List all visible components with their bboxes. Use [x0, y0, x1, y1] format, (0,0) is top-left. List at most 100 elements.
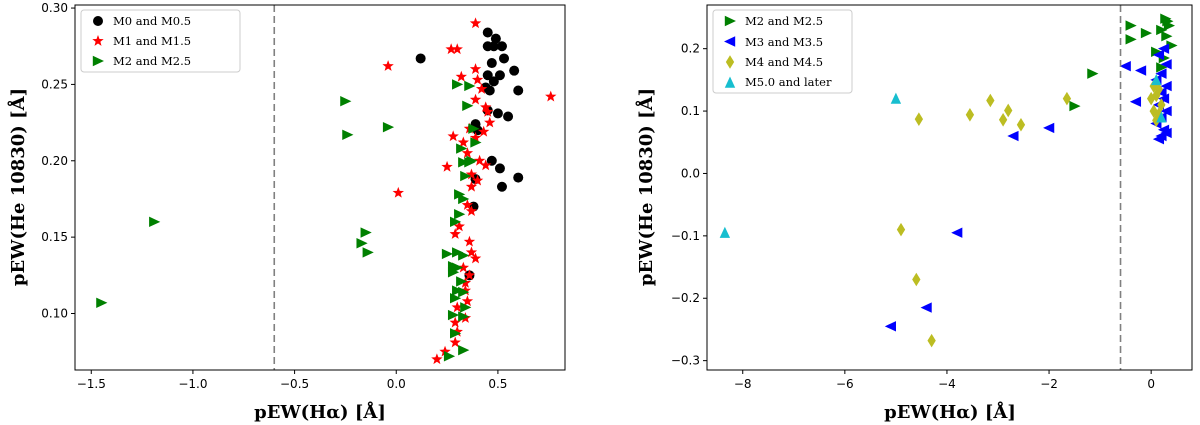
left-xtick-label: 0.5 — [488, 377, 507, 391]
right-point-triangle-left — [1152, 49, 1165, 61]
right-point-triangle-up — [1151, 73, 1162, 86]
left-point-star — [475, 83, 488, 94]
right-point-triangle-right — [1163, 20, 1176, 31]
left-point-triangle-right — [447, 267, 460, 278]
right-ytick-label: −0.2 — [671, 291, 700, 305]
left-point-star — [461, 295, 474, 307]
right-xtick-label: −2 — [1040, 377, 1058, 391]
right-point-triangle-up — [719, 226, 731, 238]
right-point-triangle-left — [1157, 43, 1170, 54]
right-xlabel: pEW(Hα) [Å] — [884, 400, 1016, 423]
left-point-star — [457, 136, 470, 148]
left-point-triangle-right — [450, 328, 462, 339]
left-point-triangle-right — [362, 247, 374, 258]
left-point-star — [459, 276, 472, 288]
left-point-triangle-right — [456, 143, 468, 154]
right-ytick-label: 0.0 — [681, 166, 700, 180]
right-legend: M2 and M2.5 M3 and M3.5 M4 and M4.5 M5.0… — [712, 9, 853, 94]
left-point-triangle-right — [452, 247, 464, 258]
left-point-triangle-right — [470, 137, 482, 148]
right-ylabel: pEW(He 10830) [Å] — [634, 88, 657, 286]
left-point-circle — [490, 33, 501, 44]
left-point-star — [463, 235, 476, 247]
left-point-triangle-right — [452, 79, 464, 90]
left-point-star — [469, 63, 482, 74]
right-point-diamond — [927, 333, 936, 348]
left-point-triangle-right — [452, 285, 464, 296]
left-point-star — [465, 180, 478, 192]
left-point-triangle-right — [382, 121, 395, 133]
left-legend: M0 and M0.5 M1 and M1.5 M2 and M2.5 — [80, 9, 241, 73]
left-point-star — [465, 246, 478, 258]
left-xtick-label: 0.0 — [387, 377, 406, 391]
right-point-triangle-left — [1160, 105, 1172, 117]
left-point-star — [451, 325, 463, 337]
left-point-triangle-right — [458, 344, 470, 356]
right-point-diamond — [1016, 118, 1026, 132]
right-point-triangle-right — [1125, 34, 1137, 45]
left-point-star — [471, 73, 484, 85]
left-ylabel: pEW(He 10830) [Å] — [6, 88, 29, 286]
left-point-triangle-right — [96, 297, 108, 309]
left-point-star — [482, 105, 494, 117]
left-legend-marker-circle — [93, 16, 103, 26]
left-axis-ticks: −1.5 −1.0 −0.5 0.0 0.5 0.10 0.15 0.20 0.25 0.30 — [41, 1, 507, 391]
right-point-triangle-left — [1160, 80, 1172, 92]
left-point-circle — [494, 70, 505, 81]
right-point-triangle-left — [1007, 130, 1019, 142]
left-point-star — [469, 93, 482, 105]
right-point-triangle-up — [1156, 111, 1167, 123]
left-point-triangle-right — [458, 311, 470, 322]
right-point-triangle-right — [1161, 30, 1173, 42]
left-point-triangle-right — [460, 170, 472, 182]
left-scatter-panel: −1.5 −1.0 −0.5 0.0 0.5 0.10 0.15 0.20 0.25 0.30 p… — [6, 1, 566, 423]
left-plot-frame — [74, 4, 566, 371]
right-point-diamond — [912, 272, 921, 287]
right-point-triangle-left — [1160, 127, 1172, 139]
right-data-points — [719, 13, 1178, 348]
right-legend-marker-triangle-up — [724, 76, 736, 88]
right-point-triangle-right — [1156, 24, 1168, 36]
right-point-diamond — [998, 113, 1008, 127]
left-point-circle — [482, 27, 493, 38]
left-point-triangle-right — [441, 248, 454, 260]
right-point-triangle-left — [951, 227, 963, 238]
right-legend-markers — [724, 15, 736, 88]
right-point-diamond — [1004, 103, 1013, 118]
left-legend-box — [80, 9, 241, 73]
left-point-triangle-right — [447, 309, 460, 321]
left-point-circle — [513, 85, 524, 96]
right-legend-label-m4: M4 and M4.5 — [745, 55, 823, 69]
right-point-triangle-left — [920, 302, 932, 313]
left-point-star — [469, 17, 482, 29]
left-point-triangle-right — [458, 193, 470, 205]
right-point-triangle-right — [1166, 40, 1178, 51]
left-point-star — [449, 228, 461, 239]
left-legend-markers — [92, 16, 104, 67]
right-point-diamond — [1152, 113, 1161, 128]
right-legend-marker-triangle-right — [724, 15, 736, 27]
left-point-star — [471, 174, 484, 186]
left-point-star — [461, 147, 474, 158]
right-legend-marker-diamond — [725, 55, 735, 69]
right-point-diamond — [1062, 91, 1072, 106]
right-point-diamond — [914, 112, 924, 126]
left-point-star — [463, 269, 476, 281]
right-point-triangle-right — [1140, 27, 1153, 39]
left-point-triangle-right — [462, 100, 474, 111]
left-legend-label-m2: M2 and M2.5 — [113, 54, 191, 68]
left-point-triangle-right — [342, 129, 354, 141]
right-point-diamond — [965, 108, 975, 122]
right-point-triangle-left — [884, 321, 896, 332]
right-xtick-label: −8 — [734, 377, 752, 391]
left-point-star — [473, 154, 486, 166]
left-point-circle — [509, 65, 520, 76]
left-point-circle — [513, 172, 524, 183]
left-point-circle — [499, 53, 510, 64]
left-point-triangle-right — [464, 157, 476, 168]
left-point-star — [457, 261, 470, 273]
left-point-triangle-right — [454, 209, 466, 220]
left-xtick-label: −1.5 — [77, 377, 106, 391]
right-point-triangle-right — [1151, 46, 1163, 57]
left-ytick-label: 0.20 — [41, 154, 68, 168]
